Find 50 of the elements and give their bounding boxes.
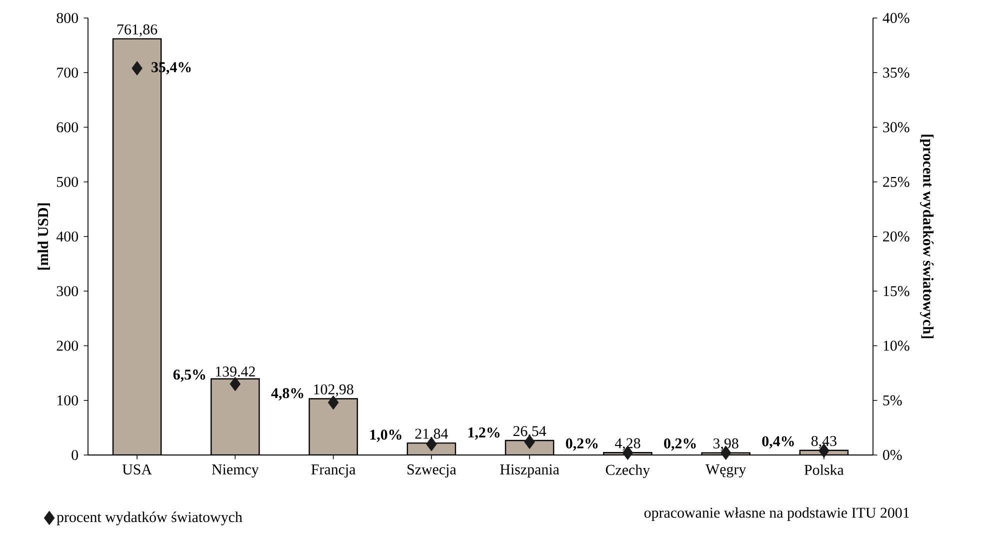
y2-tick-label: 35% xyxy=(883,68,910,78)
x-tick-label: Węgry xyxy=(706,464,746,478)
y2-tick-label: 30% xyxy=(883,122,910,132)
data-label: 102,98 xyxy=(314,384,354,397)
y2-tick-label: 20% xyxy=(883,231,910,242)
x-tick-label: USA xyxy=(122,464,152,474)
bar xyxy=(210,378,260,455)
data-label: 1,0% xyxy=(370,430,402,442)
data-label: 0,2% xyxy=(566,438,598,451)
x-tick-label: Niemcy xyxy=(212,464,259,478)
y2-tick-label: 10% xyxy=(884,340,910,351)
data-label: 4,8% xyxy=(271,388,304,400)
data-label: 1,2% xyxy=(468,427,500,440)
y2-tick-label: 5% xyxy=(883,395,902,406)
data-label: 761,86 xyxy=(118,24,158,37)
bar xyxy=(308,398,358,455)
y-tick-label: 400 xyxy=(56,231,78,242)
y-tick-label: 200 xyxy=(56,340,78,351)
data-label: 26,54 xyxy=(513,426,546,438)
point xyxy=(230,376,241,392)
y-tick-label: 500 xyxy=(57,176,78,187)
text: opracowanie własne na podstawie ITU 2001 xyxy=(644,507,909,521)
y2-tick-label: 0% xyxy=(883,450,902,460)
x-tick-label: Czechy xyxy=(606,464,650,478)
point xyxy=(132,61,142,76)
legend-label: procent wydatków światowych xyxy=(56,512,242,526)
point xyxy=(328,395,339,410)
y-axis-title: [mld USD] xyxy=(38,203,50,270)
data-label: 139.42 xyxy=(216,366,255,377)
y-tick-label: 800 xyxy=(56,12,78,24)
data-label: 8,43 xyxy=(811,436,836,448)
y2-tick-label: 15% xyxy=(884,286,910,296)
y2-tick-label: 25% xyxy=(883,176,910,187)
data-label: 4,28 xyxy=(614,438,640,450)
data-label: 6,5% xyxy=(173,370,206,382)
y-tick-label: 300 xyxy=(56,286,78,296)
y-tick-label: 0 xyxy=(72,450,78,460)
data-label: 21,84 xyxy=(415,428,448,441)
data-label: 0,2% xyxy=(664,438,696,451)
x-tick-label: Hiszpania xyxy=(500,464,560,478)
y-tick-label: 100 xyxy=(57,395,78,406)
y2-axis-title: [procent wydatków światowych] xyxy=(920,134,934,338)
x-tick-label: Polska xyxy=(804,464,844,475)
y2-tick-label: 40% xyxy=(882,12,910,24)
y-tick-label: 600 xyxy=(56,122,78,132)
y-tick-label: 700 xyxy=(57,68,78,78)
x-tick-label: Francja xyxy=(311,464,356,478)
data-label: 0,4% xyxy=(762,436,794,448)
data-label: 3,98 xyxy=(713,438,738,451)
x-tick-label: Szwecja xyxy=(408,464,456,478)
